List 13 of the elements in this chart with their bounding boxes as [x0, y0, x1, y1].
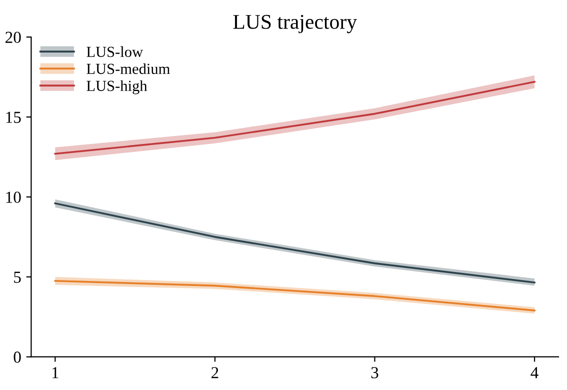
y-tick-label: 15	[6, 112, 21, 123]
y-tick-label: 20	[6, 32, 21, 43]
x-tick-label: 2	[212, 367, 218, 378]
x-tick-label: 1	[52, 367, 58, 378]
legend-label: LUS-high	[86, 80, 148, 94]
legend-label: LUS-low	[86, 46, 143, 58]
y-tick-label: 0	[14, 352, 21, 363]
x-tick-label: 4	[530, 367, 538, 378]
legend-label: LUS-medium	[86, 63, 170, 74]
y-tick-label: 5	[14, 272, 21, 283]
y-tick-label: 10	[6, 192, 21, 203]
x-tick-label: 3	[371, 367, 378, 378]
chart-title: LUS trajectory	[233, 14, 357, 34]
